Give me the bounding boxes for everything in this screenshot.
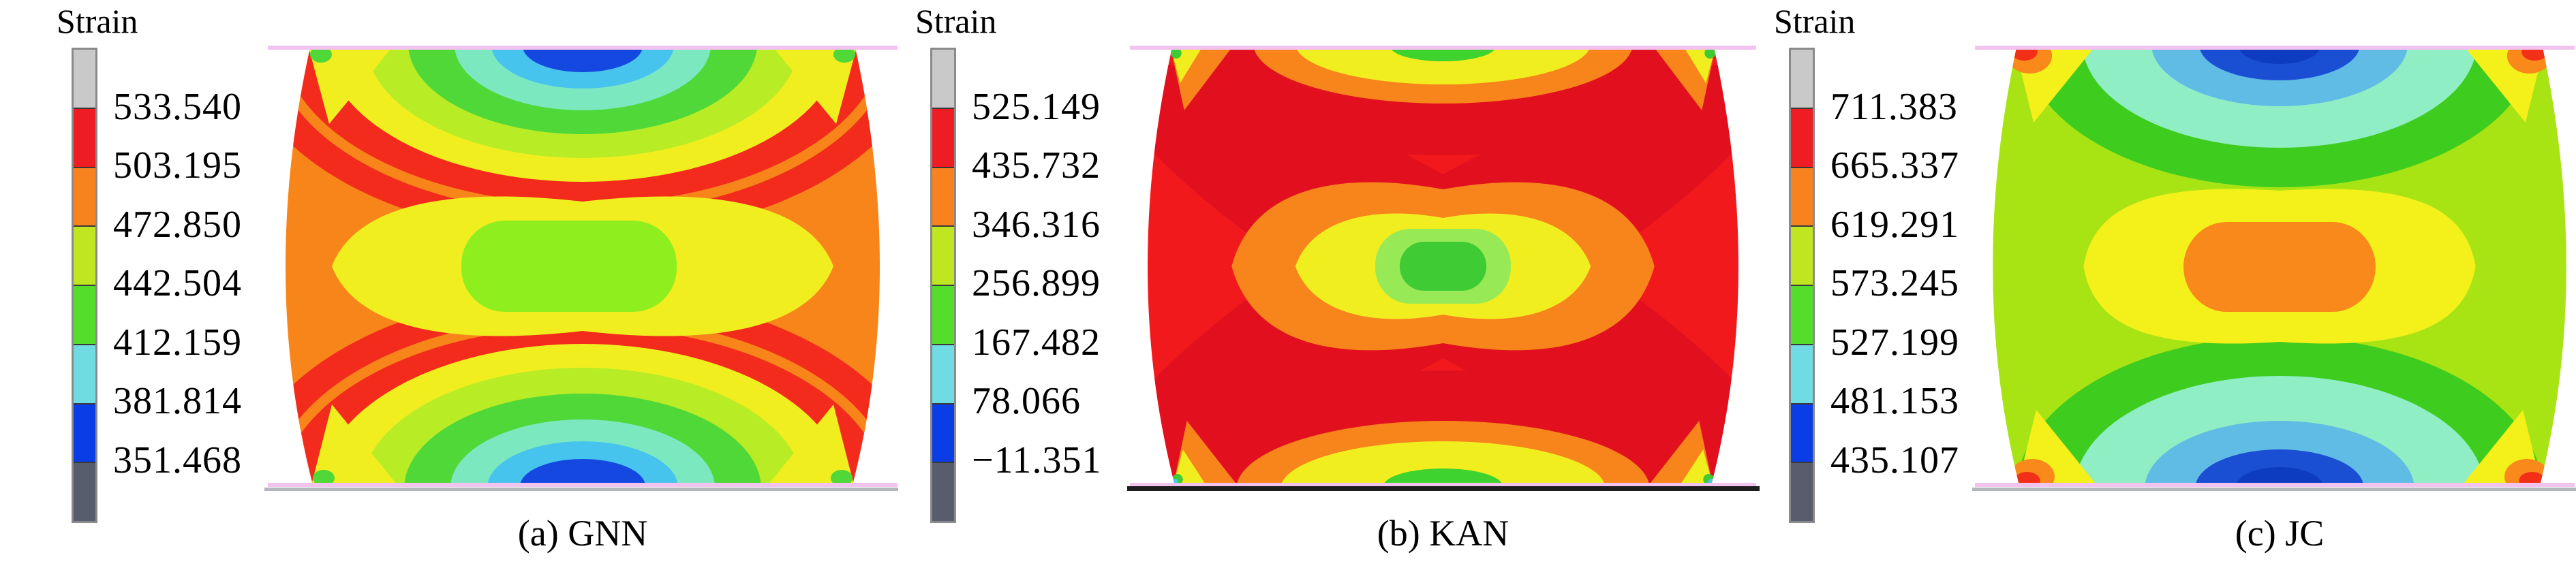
- baseline-gray-a: [264, 488, 898, 491]
- colorbar-b: [930, 48, 956, 523]
- colorbar-segment: [932, 345, 954, 404]
- colorbar-a: [72, 48, 97, 523]
- colorbar-segment: [932, 286, 954, 345]
- colorbar-segment: [74, 108, 95, 168]
- colorbar-tick-label: 346.316: [972, 204, 1101, 246]
- colorbar-tick-label: 527.199: [1830, 321, 1959, 364]
- colorbar-tick-label: 525.149: [972, 86, 1101, 128]
- colorbar-tick-label: 711.383: [1830, 86, 1958, 128]
- colorbar-segment: [74, 404, 95, 464]
- colorbar-tick-label: 256.899: [972, 262, 1101, 304]
- colorbar-segment: [74, 463, 95, 521]
- colorbar-segment: [1791, 50, 1813, 109]
- contour-plot-a: [286, 48, 880, 485]
- platen-line-top-a: [268, 46, 898, 50]
- colorbar-tick-label: 435.732: [972, 144, 1101, 187]
- colorbar-tick-label: 78.066: [972, 380, 1081, 422]
- platen-line-top-b: [1130, 46, 1756, 50]
- colorbar-segment: [74, 345, 95, 404]
- colorbar-tick-label: 619.291: [1830, 204, 1959, 246]
- panel-caption-a: (a) GNN: [517, 513, 648, 554]
- colorbar-tick-label: −11.351: [972, 439, 1102, 481]
- colorbar-segment: [932, 404, 954, 464]
- colorbar-tick-label: 472.850: [113, 204, 242, 246]
- colorbar-tick-label: 481.153: [1830, 380, 1959, 422]
- colorbar-segment: [1791, 404, 1813, 464]
- colorbar-segment: [932, 227, 954, 286]
- colorbar-segment: [74, 50, 95, 109]
- colorbar-segment: [932, 108, 954, 168]
- colorbar-segment: [932, 463, 954, 521]
- colorbar-tick-label: 381.814: [113, 380, 242, 422]
- colorbar-tick-label: 412.159: [113, 321, 242, 364]
- colorbar-tick-label: 435.107: [1830, 439, 1959, 481]
- colorbar-segment: [1791, 108, 1813, 168]
- colorbar-segment: [932, 50, 954, 109]
- contour-svg-a: [286, 48, 880, 485]
- contour-svg-c: [1993, 48, 2566, 485]
- platen-line-bottom-c: [1975, 483, 2575, 487]
- colorbar-title-b: Strain: [915, 2, 997, 40]
- colorbar-segment: [74, 168, 95, 227]
- colorbar-tick-label: 665.337: [1830, 144, 1959, 187]
- colorbar-segment: [932, 168, 954, 227]
- colorbar-tick-label: 351.468: [113, 439, 242, 481]
- baseline-black-b: [1127, 486, 1760, 491]
- colorbar-title-a: Strain: [57, 2, 138, 40]
- colorbar-segment: [1791, 168, 1813, 227]
- panel-caption-b: (b) KAN: [1377, 513, 1509, 554]
- baseline-gray-c: [1972, 488, 2576, 491]
- colorbar-title-c: Strain: [1774, 2, 1856, 40]
- colorbar-tick-label: 533.540: [113, 86, 242, 128]
- platen-line-top-c: [1975, 46, 2575, 50]
- colorbar-segment: [1791, 345, 1813, 404]
- colorbar-tick-label: 573.245: [1830, 262, 1959, 304]
- colorbar-tick-label: 442.504: [113, 262, 242, 304]
- colorbar-tick-label: 503.195: [113, 144, 242, 187]
- panel-caption-c: (c) JC: [2235, 513, 2325, 554]
- contour-plot-c: [1993, 48, 2566, 485]
- colorbar-segment: [74, 286, 95, 345]
- contour-plot-b: [1148, 48, 1738, 485]
- colorbar-segment: [1791, 286, 1813, 345]
- platen-line-bottom-b: [1130, 483, 1756, 486]
- colorbar-segment: [74, 227, 95, 286]
- contour-svg-b: [1148, 48, 1738, 485]
- platen-line-bottom-a: [268, 483, 898, 487]
- colorbar-segment: [1791, 227, 1813, 286]
- colorbar-tick-label: 167.482: [972, 321, 1101, 364]
- colorbar-c: [1789, 48, 1815, 523]
- colorbar-segment: [1791, 463, 1813, 521]
